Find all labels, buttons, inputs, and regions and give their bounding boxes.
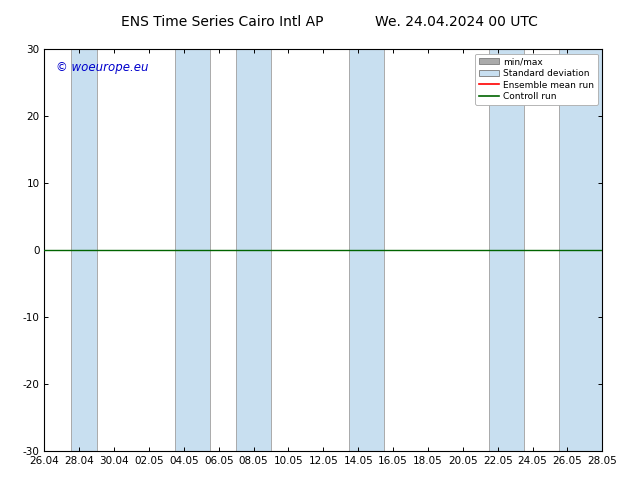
Bar: [489, 49, 524, 451]
Bar: [559, 49, 602, 451]
Bar: [236, 49, 271, 451]
Bar: [489, 49, 524, 451]
Bar: [70, 49, 96, 451]
Bar: [236, 49, 271, 451]
Bar: [349, 49, 384, 451]
Text: We. 24.04.2024 00 UTC: We. 24.04.2024 00 UTC: [375, 15, 538, 29]
Bar: [175, 49, 210, 451]
Legend: min/max, Standard deviation, Ensemble mean run, Controll run: min/max, Standard deviation, Ensemble me…: [476, 53, 598, 105]
Bar: [349, 49, 384, 451]
Bar: [175, 49, 210, 451]
Text: © woeurope.eu: © woeurope.eu: [56, 61, 148, 74]
Bar: [70, 49, 96, 451]
Bar: [559, 49, 602, 451]
Text: ENS Time Series Cairo Intl AP: ENS Time Series Cairo Intl AP: [120, 15, 323, 29]
